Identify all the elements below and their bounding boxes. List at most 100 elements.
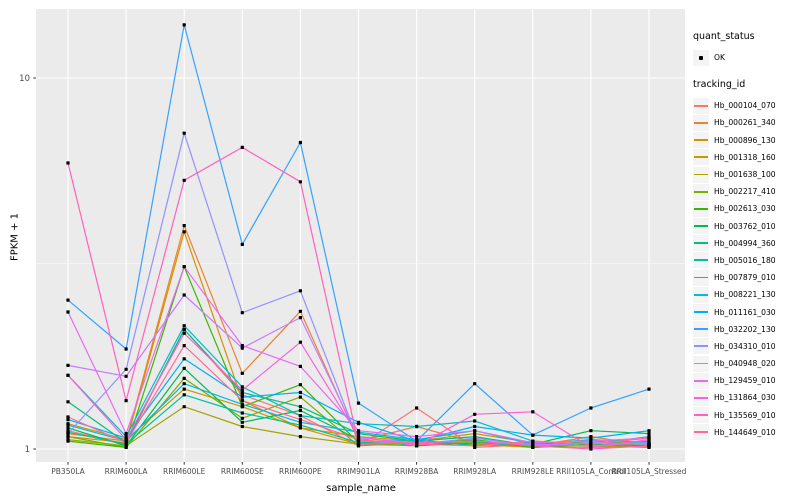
data-point bbox=[182, 327, 186, 332]
series-color-line-icon bbox=[694, 104, 708, 107]
data-point bbox=[298, 289, 302, 293]
data-point bbox=[66, 426, 70, 430]
series-color-line-icon bbox=[694, 139, 708, 141]
data-point bbox=[473, 436, 477, 440]
legend-item-Hb_001318_160: Hb_001318_160 bbox=[693, 149, 799, 166]
legend-item-label: Hb_005016_180 bbox=[714, 255, 776, 265]
legend-item-Hb_131864_030: Hb_131864_030 bbox=[693, 389, 799, 406]
data-point bbox=[298, 418, 302, 422]
line-key-icon bbox=[693, 252, 709, 269]
data-point bbox=[66, 439, 70, 443]
legend-item-label: Hb_008221_130 bbox=[714, 290, 776, 300]
legend-item-label: Hb_001318_160 bbox=[714, 152, 776, 162]
data-point bbox=[298, 316, 302, 320]
x-tick-label: RRIM600LE bbox=[163, 467, 206, 476]
series-color-line-icon bbox=[694, 207, 708, 210]
data-point bbox=[356, 420, 361, 424]
data-point bbox=[240, 416, 244, 420]
data-point bbox=[182, 405, 186, 409]
data-point bbox=[182, 387, 186, 391]
x-tick-label: RRIM928LA bbox=[453, 467, 497, 476]
data-point bbox=[240, 388, 244, 392]
data-point bbox=[182, 265, 186, 269]
plot-panel bbox=[36, 9, 685, 462]
data-point bbox=[647, 436, 651, 440]
data-point bbox=[182, 393, 186, 397]
data-point bbox=[182, 366, 186, 370]
legend-item-Hb_135569_010: Hb_135569_010 bbox=[693, 407, 799, 424]
data-point bbox=[124, 438, 128, 442]
data-point bbox=[473, 444, 477, 448]
data-point bbox=[415, 424, 419, 429]
data-point bbox=[531, 439, 535, 443]
data-point bbox=[589, 442, 593, 446]
series-color-line-icon bbox=[694, 276, 708, 279]
data-point bbox=[647, 432, 651, 436]
data-point bbox=[240, 371, 244, 375]
data-point bbox=[473, 412, 477, 416]
legend-item-Hb_002613_030: Hb_002613_030 bbox=[693, 200, 799, 217]
data-point bbox=[66, 298, 70, 302]
data-point bbox=[298, 309, 302, 313]
x-tick-label: RRIM901LA bbox=[337, 467, 381, 476]
data-point bbox=[531, 410, 535, 414]
data-point bbox=[240, 385, 244, 389]
data-point bbox=[240, 399, 244, 403]
data-point bbox=[240, 411, 244, 415]
data-point bbox=[473, 419, 477, 423]
series-color-line-icon bbox=[694, 173, 708, 176]
series-color-line-icon bbox=[694, 225, 708, 227]
legend-item-label: OK bbox=[714, 53, 725, 63]
legend-item-Hb_004994_360: Hb_004994_360 bbox=[693, 235, 799, 252]
data-point bbox=[240, 346, 244, 350]
x-tick-label: RRIM600PE bbox=[279, 467, 322, 476]
data-point bbox=[66, 373, 70, 377]
x-tick-label: RRIM928LE bbox=[512, 467, 555, 476]
legend-item-Hb_040948_020: Hb_040948_020 bbox=[693, 355, 799, 372]
series-color-line-icon bbox=[694, 379, 708, 382]
line-key-icon bbox=[693, 149, 709, 166]
data-point bbox=[473, 424, 477, 429]
data-point bbox=[182, 131, 186, 135]
legend-item-Hb_000896_130: Hb_000896_130 bbox=[693, 132, 799, 149]
series-color-line-icon bbox=[694, 396, 708, 399]
data-point bbox=[182, 382, 186, 386]
data-point bbox=[182, 293, 186, 297]
data-point bbox=[473, 432, 477, 436]
legend-item-label: Hb_000104_070 bbox=[714, 101, 776, 111]
data-point bbox=[124, 441, 128, 445]
legend-item-Hb_003762_010: Hb_003762_010 bbox=[693, 218, 799, 235]
data-point bbox=[298, 420, 302, 424]
legend-item-Hb_144649_010: Hb_144649_010 bbox=[693, 424, 799, 441]
legend-item-label: Hb_002217_410 bbox=[714, 187, 776, 197]
line-key-icon bbox=[693, 321, 709, 338]
legend-item-Hb_011161_030: Hb_011161_030 bbox=[693, 303, 799, 321]
data-point bbox=[531, 444, 535, 448]
series-color-line-icon bbox=[694, 156, 708, 159]
data-point bbox=[298, 435, 302, 439]
legend-item-Hb_032202_130: Hb_032202_130 bbox=[693, 321, 799, 338]
legend-item-label: Hb_007879_010 bbox=[714, 273, 776, 283]
legend-item-label: Hb_000896_130 bbox=[714, 135, 776, 145]
line-key-icon bbox=[693, 304, 709, 321]
data-point bbox=[356, 429, 361, 433]
line-key-icon bbox=[693, 132, 709, 149]
data-point bbox=[298, 423, 302, 427]
series-color-line-icon bbox=[694, 431, 708, 434]
data-point bbox=[298, 426, 302, 430]
x-tick-label: RRII105LA_Control bbox=[556, 467, 626, 476]
data-point bbox=[124, 374, 128, 378]
legend-item-Hb_000104_070: Hb_000104_070 bbox=[693, 97, 799, 114]
line-key-icon bbox=[693, 114, 709, 131]
data-point bbox=[589, 439, 593, 443]
legend-item-label: Hb_032202_130 bbox=[714, 324, 776, 334]
data-point bbox=[298, 383, 302, 387]
data-point bbox=[589, 406, 593, 410]
series-color-line-icon bbox=[694, 345, 708, 348]
legend-item-Hb_129459_010: Hb_129459_010 bbox=[693, 372, 799, 389]
line-key-icon bbox=[693, 372, 709, 389]
data-point bbox=[124, 347, 128, 351]
legend-panel: quant_status OK tracking_id Hb_000104_07… bbox=[693, 31, 799, 441]
series-color-line-icon bbox=[694, 311, 708, 313]
data-point bbox=[356, 401, 361, 405]
